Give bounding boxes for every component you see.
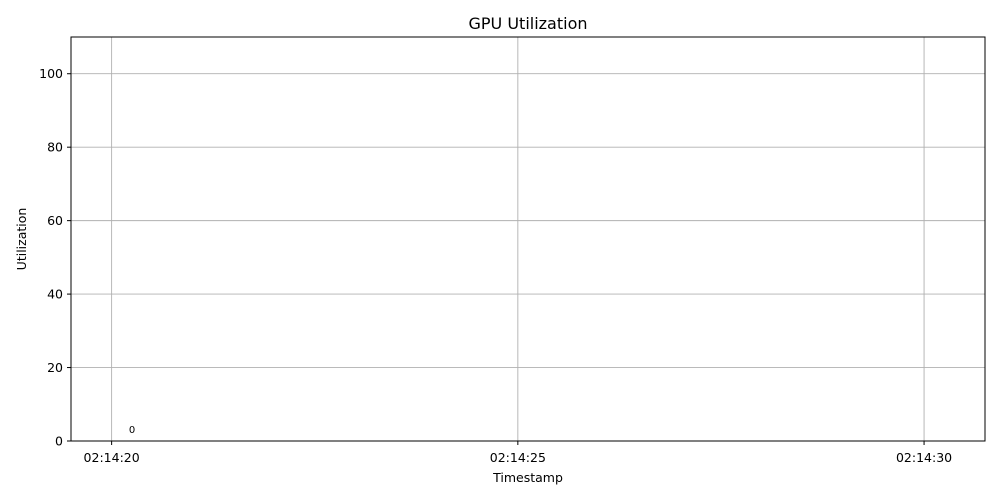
y-axis-label: Utilization xyxy=(14,208,29,271)
x-tick-label: 02:14:25 xyxy=(490,450,546,465)
y-tick-label: 100 xyxy=(39,66,63,81)
axis-ticks: 0 20 40 60 80 100 02:14:20 02:14:25 02:14:30 xyxy=(39,66,952,465)
x-axis-label: Timestamp xyxy=(492,470,563,485)
grid-lines xyxy=(71,37,985,442)
y-tick-label: 80 xyxy=(47,140,63,155)
x-tick-label: 02:14:20 xyxy=(84,450,140,465)
y-tick-label: 60 xyxy=(47,213,63,228)
plot-frame xyxy=(70,36,986,442)
y-tick-label: 20 xyxy=(47,360,63,375)
x-tick-label: 02:14:30 xyxy=(896,450,952,465)
y-tick-label: 0 xyxy=(55,434,63,449)
y-tick-label: 40 xyxy=(47,287,63,302)
data-label: 0 xyxy=(129,425,135,436)
chart-title: GPU Utilization xyxy=(468,14,587,33)
data-layer: 0 xyxy=(129,425,135,436)
